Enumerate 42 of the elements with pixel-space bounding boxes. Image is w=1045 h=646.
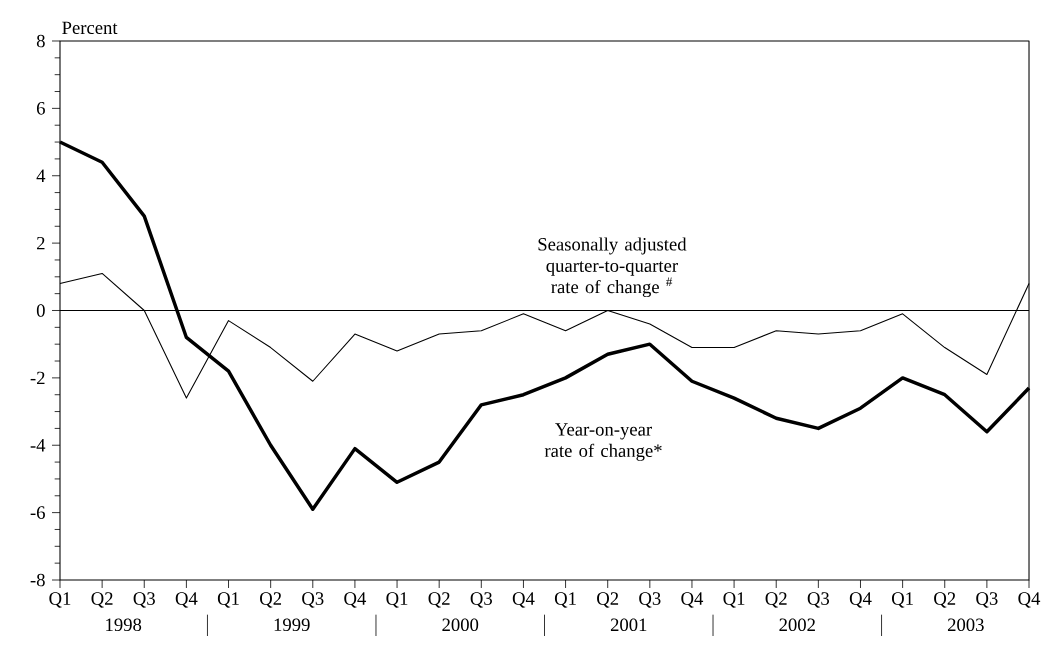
text: 1998 bbox=[106, 618, 142, 632]
y-tick-label: 0 bbox=[36, 304, 45, 317]
x-tick-label: Q3 bbox=[807, 592, 830, 608]
x-tick-label: Q3 bbox=[639, 592, 661, 608]
y-tick-label: -2 bbox=[30, 371, 45, 385]
x-tick-label: Q1 bbox=[554, 592, 576, 608]
x-tick-label: Q1 bbox=[891, 592, 913, 608]
text: 2002 bbox=[779, 618, 815, 632]
text: 2001 bbox=[610, 618, 647, 632]
series-label: Year-on-year rate of change* bbox=[544, 423, 662, 461]
x-tick-label: Q4 bbox=[849, 592, 872, 608]
y-tick-label: 4 bbox=[36, 169, 46, 182]
text: 2003 bbox=[947, 618, 984, 632]
y-axis-title: Percent bbox=[62, 21, 118, 35]
text: 1999 bbox=[274, 618, 310, 632]
x-tick-label: Q3 bbox=[470, 592, 492, 608]
x-tick-label: Q2 bbox=[428, 592, 450, 608]
x-tick-label: Q2 bbox=[597, 592, 619, 608]
x-tick-label: Q2 bbox=[765, 592, 787, 608]
x-tick-label: Q1 bbox=[386, 592, 408, 608]
text: 2000 bbox=[442, 618, 479, 632]
x-tick-label: Q4 bbox=[175, 592, 198, 608]
x-tick-label: Q4 bbox=[344, 592, 367, 608]
x-tick-label: Q3 bbox=[133, 592, 155, 608]
x-tick-label: Q3 bbox=[302, 592, 324, 608]
x-tick-label: Q2 bbox=[91, 592, 113, 608]
x-tick-label: Q4 bbox=[512, 592, 535, 608]
x-tick-label: Q1 bbox=[217, 592, 239, 608]
x-tick-label: Q4 bbox=[1018, 592, 1041, 608]
y-tick-label: -8 bbox=[30, 573, 45, 587]
y-tick-label: 2 bbox=[37, 236, 45, 250]
x-tick-label: Q1 bbox=[49, 592, 71, 608]
y-tick-label: -6 bbox=[30, 506, 45, 519]
y-tick-label: -4 bbox=[30, 439, 46, 452]
series-label: Seasonally adjusted quarter-to-quarter rate of change $^{#}$ bbox=[538, 237, 687, 298]
y-tick-label: 6 bbox=[36, 102, 45, 115]
x-tick-label: Q1 bbox=[723, 592, 745, 608]
x-tick-label: Q2 bbox=[934, 592, 956, 608]
x-tick-label: Q4 bbox=[681, 592, 704, 608]
x-tick-label: Q3 bbox=[976, 592, 998, 608]
y-tick-label: 8 bbox=[36, 34, 45, 48]
x-tick-label: Q2 bbox=[260, 592, 282, 608]
